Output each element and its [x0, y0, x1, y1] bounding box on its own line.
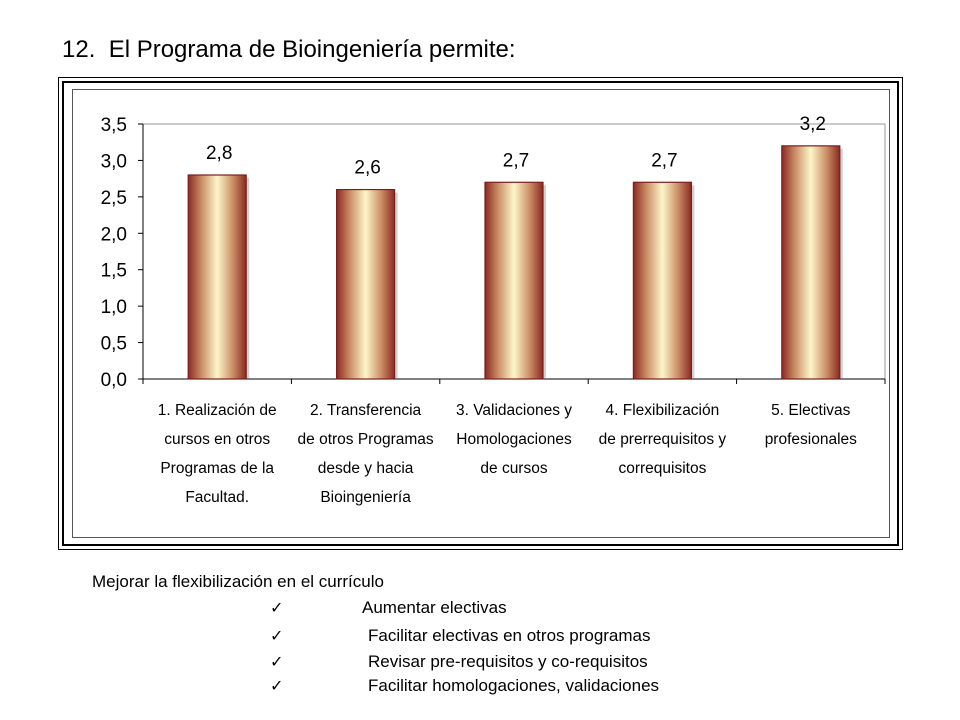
y-tick-label: 0,0	[101, 370, 127, 391]
note-item-text: Facilitar electivas en otros programas	[368, 626, 651, 645]
category-label: 3. Validaciones y	[456, 402, 572, 419]
category-label: de otros Programas	[298, 431, 434, 448]
chart-panel	[72, 89, 890, 538]
bar	[187, 174, 247, 380]
notes-heading: Mejorar la flexibilización en el currícu…	[92, 572, 384, 591]
category-label: Homologaciones	[456, 431, 572, 448]
chart-outer-frame	[58, 77, 903, 550]
bar-group	[187, 174, 250, 380]
bar-value-label: 2,8	[206, 143, 232, 164]
bar	[781, 145, 841, 380]
bar	[632, 181, 693, 380]
bar	[484, 181, 544, 380]
y-tick-label: 3,5	[101, 115, 127, 136]
category-label: de prerrequisitos y	[599, 431, 727, 448]
category-label: Facultad.	[185, 489, 249, 506]
note-item-text: Aumentar electivas	[362, 598, 507, 617]
bar-value-label: 2,7	[503, 150, 529, 171]
y-tick-label: 2,0	[101, 224, 127, 245]
category-label: cursos en otros	[164, 431, 270, 448]
category-label: desde y hacia	[318, 460, 414, 477]
bar-group	[484, 181, 546, 380]
y-tick-label: 2,5	[101, 188, 127, 209]
bar-value-label: 2,6	[354, 158, 380, 179]
bar-value-label: 3,2	[800, 114, 826, 135]
category-label: de cursos	[480, 460, 547, 477]
category-label: 2. Transferencia	[310, 402, 422, 419]
category-label: 4. Flexibilización	[606, 402, 720, 419]
bar-group	[632, 181, 695, 380]
check-icon: ✓	[270, 676, 284, 695]
bar-group	[336, 188, 398, 380]
category-label: Programas de la	[160, 460, 274, 477]
category-label: Bioingeniería	[320, 489, 411, 506]
note-item-text: Revisar pre-requisitos y co-requisitos	[368, 652, 648, 671]
chart-inner-frame	[62, 81, 899, 546]
check-icon: ✓	[270, 598, 284, 617]
category-label: profesionales	[765, 431, 857, 448]
check-icon: ✓	[270, 652, 284, 671]
check-icon: ✓	[270, 626, 284, 645]
category-label: 1. Realización de	[158, 402, 277, 419]
note-item-text: Facilitar homologaciones, validaciones	[368, 676, 660, 695]
page-title: 12. El Programa de Bioingeniería permite…	[62, 36, 516, 63]
category-label: 5. Electivas	[771, 402, 851, 419]
y-tick-label: 1,5	[101, 261, 127, 282]
y-tick-label: 1,0	[101, 297, 127, 318]
bar-group	[781, 145, 843, 380]
bar	[336, 188, 396, 380]
y-tick-label: 3,0	[101, 151, 127, 172]
category-label: correquisitos	[618, 460, 706, 477]
y-tick-label: 0,5	[101, 334, 127, 355]
bar-value-label: 2,7	[651, 150, 677, 171]
